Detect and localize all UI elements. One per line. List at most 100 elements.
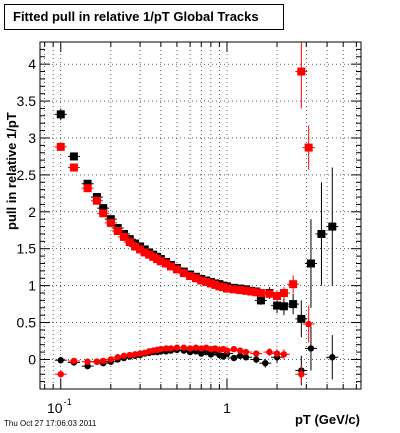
data-point-circle	[253, 350, 260, 357]
y-tick-label: 3	[28, 130, 36, 146]
data-point-circle	[126, 351, 133, 359]
data-point-circle	[242, 348, 250, 356]
data-point-square	[265, 289, 274, 298]
data-point-square	[328, 222, 337, 231]
data-point-square	[83, 184, 92, 193]
data-point-circle	[93, 358, 101, 365]
data-point-circle	[157, 345, 165, 353]
data-point-square	[289, 280, 298, 289]
data-point-circle	[186, 345, 194, 352]
data-point-square	[279, 289, 288, 298]
data-point-square	[166, 262, 175, 271]
data-point-circle	[198, 345, 205, 352]
data-point-circle	[273, 350, 281, 357]
data-point-circle	[131, 351, 139, 358]
data-point-square	[99, 204, 108, 213]
data-point-square	[140, 248, 149, 257]
data-point-circle	[266, 348, 273, 356]
data-point-square	[197, 276, 206, 285]
data-point-square	[241, 286, 250, 295]
y-axis-label-text: pull in relative 1/pT	[4, 112, 19, 230]
data-point-circle	[120, 352, 128, 359]
x-tick-label: 1	[223, 400, 231, 416]
data-point-square	[56, 142, 65, 151]
y-tick-label: 1.5	[17, 241, 37, 257]
data-point-square	[136, 245, 145, 254]
data-point-circle	[114, 354, 121, 361]
data-point-square	[229, 285, 238, 294]
data-point-circle	[253, 356, 260, 363]
x-tick-label-exponent: -1	[64, 397, 72, 407]
data-point-square	[211, 280, 220, 289]
data-point-square	[304, 143, 313, 152]
grid	[40, 42, 361, 389]
data-point-square	[186, 272, 195, 281]
tick-labels: 0 0.5 1 1.5 2 2.5 3 3.5 4 10 -1 1	[17, 56, 232, 416]
data-point-circle	[262, 359, 269, 367]
axes	[39, 41, 362, 390]
data-point-square	[131, 242, 140, 251]
data-point-circle	[230, 354, 238, 362]
data-point-circle	[307, 345, 315, 352]
data-point-square	[125, 238, 134, 247]
data-point-square	[106, 218, 115, 227]
chart-title-text: Fitted pull in relative 1/pT Global Trac…	[13, 9, 259, 24]
data-point-circle	[70, 357, 78, 365]
data-point-circle	[84, 362, 91, 370]
data-point-square	[236, 286, 245, 295]
data-point-square	[279, 302, 288, 311]
data-point-square	[297, 67, 306, 76]
x-tick-label: 10	[47, 400, 63, 416]
data-point-square	[252, 288, 261, 297]
data-point-square	[113, 227, 122, 236]
data-point-circle	[180, 344, 188, 351]
data-point-circle	[280, 351, 288, 358]
data-point-square	[247, 287, 256, 296]
data-point-square	[56, 110, 65, 119]
data-point-square	[289, 300, 298, 309]
data-point-circle	[329, 354, 336, 361]
y-tick-label: 0	[28, 351, 36, 367]
data-point-square	[317, 229, 326, 238]
data-point-circle	[84, 358, 91, 365]
data-point-square	[191, 274, 200, 283]
data-point-circle	[57, 371, 64, 378]
data-point-square	[297, 314, 306, 323]
data-point-square	[256, 296, 265, 305]
data-point-circle	[192, 344, 200, 351]
data-points	[54, 42, 339, 386]
data-point-square	[119, 232, 128, 241]
data-point-circle	[242, 354, 250, 361]
chart-title: Fitted pull in relative 1/pT Global Trac…	[4, 4, 284, 30]
data-point-square	[69, 163, 78, 172]
data-point-circle	[57, 357, 64, 364]
data-point-square	[202, 277, 211, 286]
data-point-square	[306, 259, 315, 268]
y-tick-label: 2.5	[17, 167, 37, 183]
data-point-square	[273, 301, 282, 310]
y-tick-label: 1	[28, 278, 36, 294]
data-point-circle	[107, 356, 115, 363]
data-point-square	[273, 291, 282, 300]
data-point-square	[172, 265, 181, 274]
x-axis-label: pT (GeV/c)	[294, 412, 360, 427]
data-point-circle	[305, 320, 312, 328]
date-stamp: Thu Oct 27 17:06:03 2011	[4, 419, 97, 428]
data-point-square	[222, 284, 231, 293]
data-point-circle	[236, 347, 244, 354]
data-point-square	[206, 279, 215, 288]
data-point-circle	[298, 371, 305, 378]
data-point-circle	[223, 347, 231, 354]
data-point-square	[162, 259, 171, 268]
data-point-square	[256, 289, 265, 298]
data-point-square	[179, 269, 188, 278]
data-point-square	[92, 196, 101, 205]
data-point-square	[83, 179, 92, 188]
y-tick-label: 2	[28, 204, 36, 220]
y-tick-label: 3.5	[17, 93, 37, 109]
data-point-square	[156, 257, 165, 266]
data-point-circle	[230, 345, 238, 353]
data-point-circle	[207, 351, 215, 358]
